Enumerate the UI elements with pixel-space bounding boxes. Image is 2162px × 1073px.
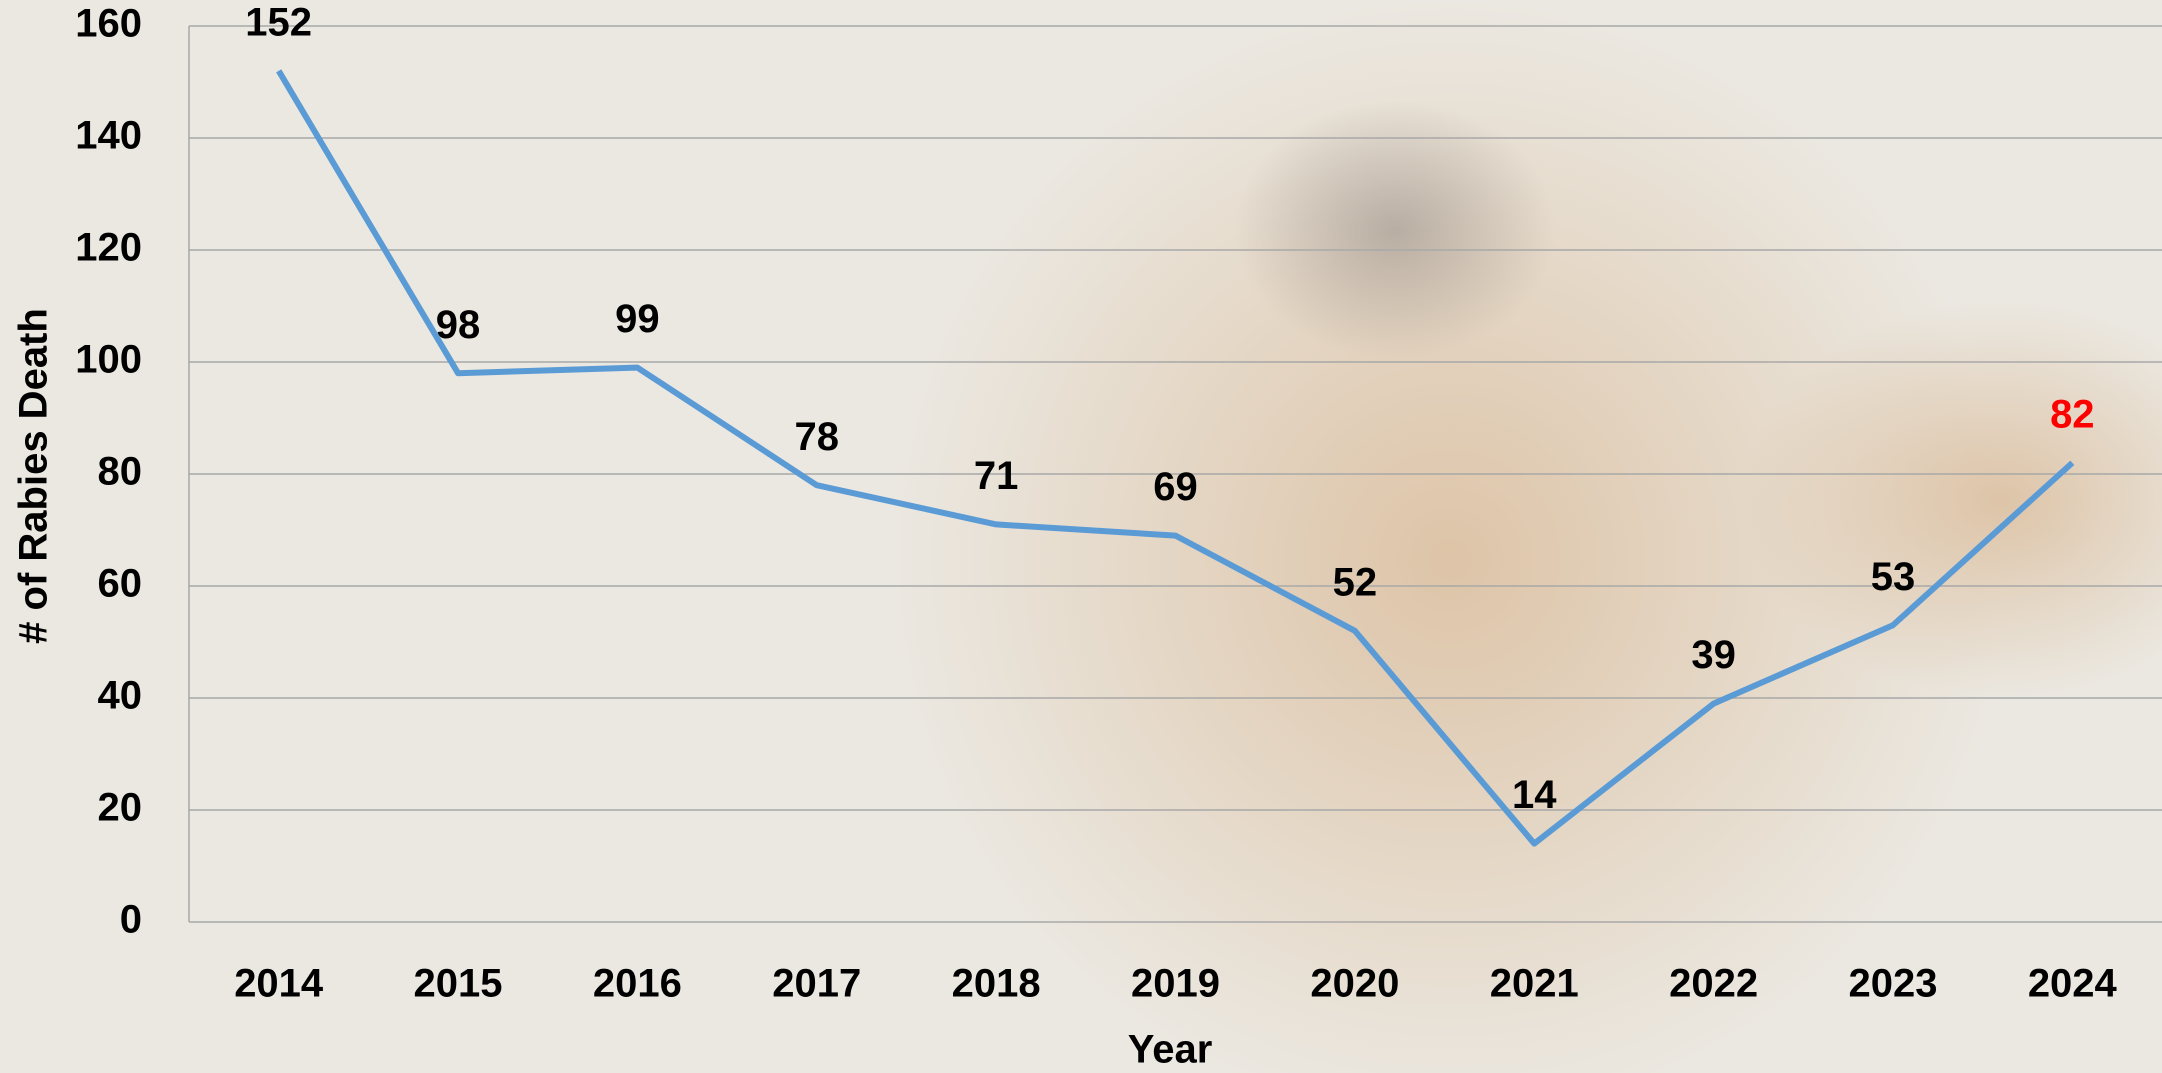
x-axis-title: Year: [1128, 1028, 1213, 1072]
x-tick-label: 2014: [234, 962, 324, 1006]
x-tick-label: 2022: [1669, 962, 1758, 1006]
data-label: 53: [1871, 555, 1916, 599]
y-tick-label: 80: [98, 450, 143, 494]
y-tick-label: 60: [98, 562, 143, 606]
chart: Year # of Rabies Death 0 20 40 60 80 100 120 14…: [0, 0, 2162, 1073]
data-label: 71: [974, 454, 1019, 498]
data-label: 14: [1512, 773, 1557, 817]
y-tick-label: 140: [75, 114, 142, 158]
data-label: 39: [1691, 633, 1736, 677]
data-label: 52: [1333, 560, 1378, 604]
x-tick-label: 2021: [1490, 962, 1579, 1006]
y-tick-label: 100: [75, 338, 142, 382]
data-label: 152: [245, 0, 312, 44]
y-tick-label: 160: [75, 2, 142, 46]
background-photo: [1235, 100, 1555, 360]
x-tick-label: 2020: [1310, 962, 1399, 1006]
x-tick-label: 2018: [952, 962, 1041, 1006]
data-label: 78: [795, 415, 840, 459]
x-tick-label: 2017: [772, 962, 861, 1006]
y-axis-title: # of Rabies Death: [12, 308, 56, 644]
y-tick-label: 120: [75, 226, 142, 270]
data-label: 69: [1153, 465, 1198, 509]
x-tick-label: 2024: [2028, 962, 2118, 1006]
data-label: 98: [436, 303, 481, 347]
y-tick-label: 40: [98, 674, 143, 718]
x-tick-label: 2023: [1848, 962, 1937, 1006]
x-tick-label: 2016: [593, 962, 682, 1006]
y-tick-label: 20: [98, 786, 143, 830]
x-tick-label: 2019: [1131, 962, 1220, 1006]
data-label: 99: [615, 297, 660, 341]
data-label: 82: [2050, 392, 2095, 436]
x-tick-label: 2015: [414, 962, 503, 1006]
y-tick-label: 0: [120, 898, 142, 942]
